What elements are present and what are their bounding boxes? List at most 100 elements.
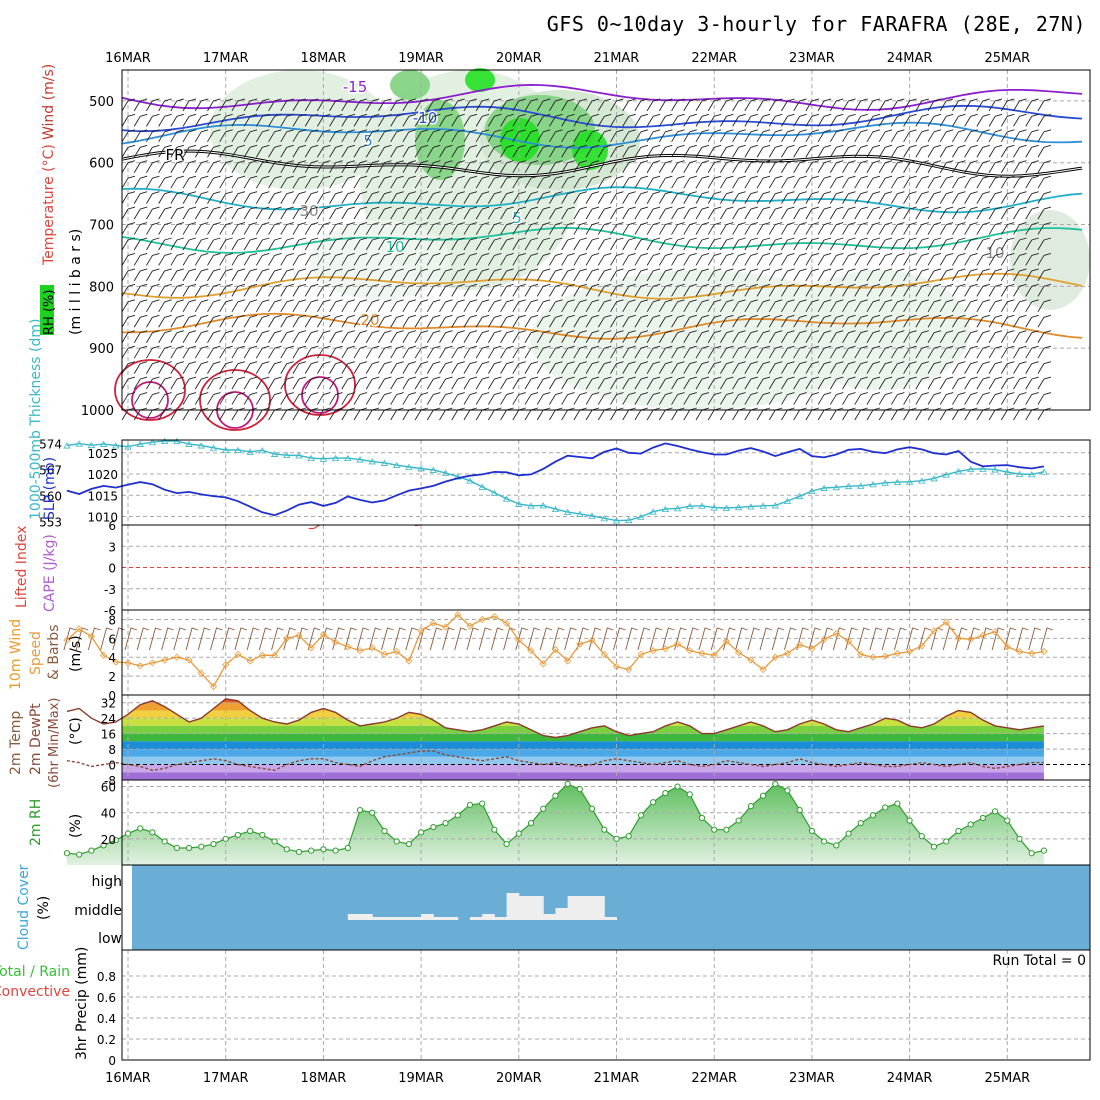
wind-barb (268, 191, 282, 204)
wind-barb (658, 98, 673, 112)
y-tick-thickness: 553 (39, 515, 62, 529)
wind-barb (939, 113, 954, 127)
rh2m-point (588, 805, 596, 812)
wind-barb (158, 392, 172, 405)
temp2m-band (122, 702, 1044, 711)
wind10-barb (429, 627, 443, 651)
wind-barb (976, 113, 990, 127)
wind-barb (732, 113, 746, 127)
wind-barb (512, 361, 526, 374)
wind10-barb (344, 627, 357, 651)
wind-barb (426, 314, 441, 328)
wind-barb (927, 191, 942, 204)
wind-barb (793, 129, 807, 143)
wind-barb (671, 268, 685, 282)
wind-barb (414, 237, 429, 251)
wind-barb (353, 191, 368, 204)
wind-barb (451, 113, 465, 127)
wind-barb (133, 345, 148, 359)
wind-barb (939, 237, 954, 251)
wind-barb (793, 98, 807, 112)
wind-barb (597, 283, 612, 297)
wind-barb (1025, 222, 1039, 235)
temp2m-band (122, 772, 1044, 780)
wind10-barb (539, 627, 553, 651)
wind-barb (1013, 113, 1027, 127)
wind-barb (353, 299, 368, 313)
wind-barb (390, 268, 404, 282)
y-tick-precip: 0.8 (97, 970, 116, 984)
wind10-speed-point (319, 630, 327, 639)
rh2m-point (894, 800, 901, 807)
wind10-barb (991, 627, 1005, 651)
wind-barb (756, 206, 771, 220)
wind10-barb (466, 627, 480, 651)
wind-barb (683, 392, 697, 405)
wind-barb (500, 237, 514, 251)
wind-barb (658, 392, 673, 405)
wind-barb (414, 392, 429, 405)
wind-barb (475, 361, 490, 374)
wind-barb (915, 376, 929, 390)
rh2m-point (845, 830, 852, 837)
thickness-point (991, 466, 999, 473)
thickness-point (295, 452, 303, 459)
x-tick-bottom: 17MAR (203, 1071, 249, 1086)
wind-barb (805, 299, 820, 313)
wind-barb (317, 98, 331, 112)
wind-barb (439, 299, 453, 313)
wind-barb (622, 129, 636, 143)
wind10-speed-point (991, 628, 999, 636)
wind-barb (219, 113, 233, 127)
thickness-point (405, 463, 413, 470)
x-tick-bottom: 24MAR (887, 1071, 933, 1086)
wind-barb (133, 314, 148, 328)
wind-barb (378, 314, 392, 328)
wind-barb (781, 253, 795, 266)
wind-barb (292, 237, 307, 251)
rh2m-point (222, 835, 229, 842)
wind-barb (671, 237, 685, 251)
wind-barb (439, 222, 453, 235)
wind-barb (952, 283, 966, 297)
wind-barb (158, 175, 172, 189)
rh2m-point (869, 812, 877, 819)
wind-barb (622, 299, 636, 313)
wind-barb (194, 144, 209, 158)
wind-barb (768, 206, 783, 220)
wind-barb (194, 206, 209, 220)
wind-barb (231, 191, 246, 204)
wind-barb (976, 237, 990, 251)
wind-barb (329, 113, 343, 127)
wind-barb (231, 144, 246, 158)
wind10-barb (490, 627, 504, 651)
wind-barb (231, 113, 246, 127)
wind-barb (683, 98, 697, 112)
wind-barb (500, 191, 514, 204)
rh2m-point (418, 829, 425, 836)
wind-barb (500, 345, 514, 359)
wind-barb (1025, 113, 1039, 127)
wind-barb (463, 361, 478, 374)
wind-barb (549, 314, 563, 328)
wind-barb (1000, 191, 1015, 204)
wind-barb (952, 222, 966, 235)
wind-barb (158, 191, 172, 204)
wind-barb (707, 222, 722, 235)
wind-barb (597, 361, 612, 374)
wind10-speed-point (490, 613, 498, 621)
wind-barb (414, 129, 429, 143)
rh2m-point (479, 800, 486, 807)
wind-barb (158, 206, 172, 220)
wind-barb (390, 283, 404, 297)
wind-barb (683, 361, 697, 374)
isotherm-line (122, 312, 1083, 340)
wind-barb (280, 253, 294, 266)
wind-barb (280, 392, 294, 405)
wind10-barb (979, 627, 993, 651)
wind-barb (781, 129, 795, 143)
wind-barb (439, 98, 453, 112)
thickness-point (63, 442, 71, 449)
wind-barb (1000, 129, 1015, 143)
wind-barb (585, 299, 600, 313)
